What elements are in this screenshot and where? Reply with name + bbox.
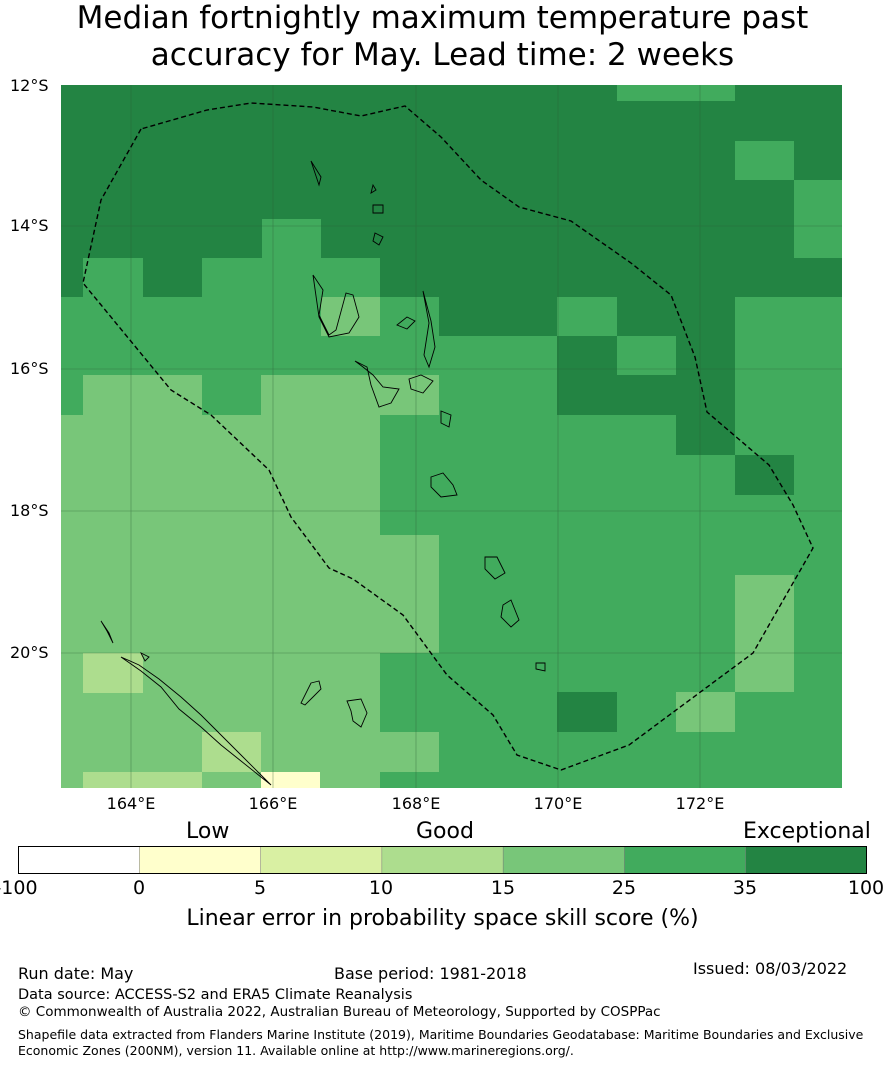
colorbar-tick: 10 xyxy=(368,877,394,899)
data-source: Data source: ACCESS-S2 and ERA5 Climate … xyxy=(18,987,413,1003)
gridlines xyxy=(61,85,842,788)
colorbar-cell xyxy=(260,846,383,874)
colorbar-cell xyxy=(745,846,867,874)
colorbar xyxy=(18,846,867,874)
shapefile-credit-line-2: Economic Zones (200NM), version 11. Avai… xyxy=(18,1043,574,1058)
legend-category-exceptional: Exceptional xyxy=(743,819,871,844)
colorbar-tick: 25 xyxy=(611,877,637,899)
lat-label-12s: 12°S xyxy=(10,76,49,95)
legend-category-good: Good xyxy=(416,819,474,844)
colorbar-cell xyxy=(502,846,626,874)
colorbar-cell xyxy=(381,846,504,874)
colorbar-label: Linear error in probability space skill … xyxy=(186,906,699,931)
colorbar-tick: 15 xyxy=(490,877,516,899)
lat-label-20s: 20°S xyxy=(10,643,49,662)
eez-boundary xyxy=(82,102,814,771)
colorbar-tick: 5 xyxy=(253,877,267,899)
base-period: Base period: 1981-2018 xyxy=(334,964,527,983)
title-line-2: accuracy for May. Lead time: 2 weeks xyxy=(150,37,735,73)
lat-label-16s: 16°S xyxy=(10,359,49,378)
skill-cells xyxy=(61,85,842,788)
map-title: Median fortnightly maximum temperature p… xyxy=(0,0,885,74)
lon-label-168e: 168°E xyxy=(391,794,441,813)
lon-label-170e: 170°E xyxy=(533,794,583,813)
lon-label-166e: 166°E xyxy=(248,794,298,813)
shapefile-credit-line-1: Shapefile data extracted from Flanders M… xyxy=(18,1027,864,1042)
lat-label-14s: 14°S xyxy=(10,216,49,235)
lon-label-164e: 164°E xyxy=(106,794,156,813)
colorbar-tick: 0 xyxy=(132,877,146,899)
lat-label-18s: 18°S xyxy=(10,501,49,520)
colorbar-cell xyxy=(18,846,141,874)
colorbar-cell xyxy=(624,846,747,874)
title-line-1: Median fortnightly maximum temperature p… xyxy=(76,0,809,36)
coastlines xyxy=(100,160,546,786)
issued-date: Issued: 08/03/2022 xyxy=(693,959,848,978)
legend-category-low: Low xyxy=(186,819,230,844)
colorbar-cell xyxy=(139,846,262,874)
colorbar-tick: -100 xyxy=(0,877,38,899)
skill-map xyxy=(61,85,842,788)
run-date: Run date: May xyxy=(18,964,134,983)
copyright: © Commonwealth of Australia 2022, Austra… xyxy=(18,1004,661,1020)
lon-label-172e: 172°E xyxy=(675,794,725,813)
colorbar-tick: 100 xyxy=(847,877,885,899)
colorbar-tick: 35 xyxy=(732,877,758,899)
